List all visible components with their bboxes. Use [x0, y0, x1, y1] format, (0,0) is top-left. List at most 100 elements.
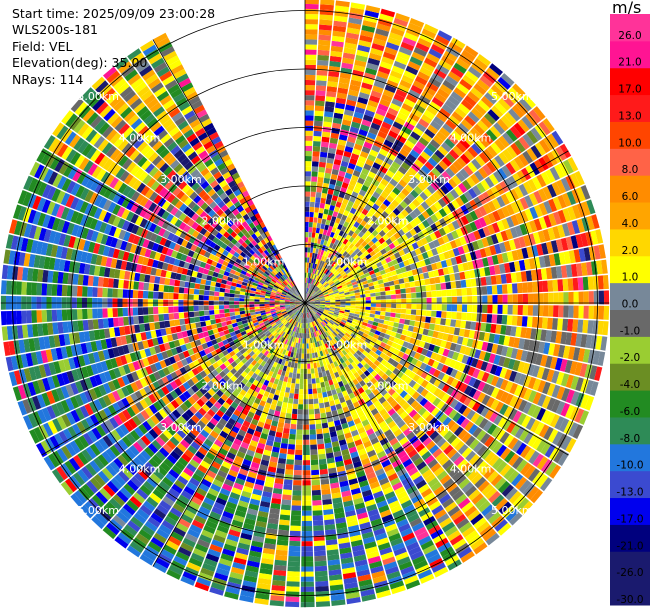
velocity-cell [364, 192, 372, 200]
velocity-cell [438, 107, 451, 119]
velocity-cell [407, 397, 416, 406]
velocity-cell [391, 199, 400, 208]
velocity-cell [380, 328, 387, 334]
velocity-cell [513, 260, 521, 272]
velocity-cell [476, 370, 485, 381]
velocity-cell [313, 217, 318, 223]
velocity-cell [379, 148, 389, 157]
velocity-cell [345, 104, 356, 112]
velocity-cell [427, 124, 439, 135]
velocity-cell [392, 367, 400, 376]
velocity-cell [394, 116, 406, 126]
velocity-cell [349, 158, 358, 165]
velocity-cell [396, 328, 403, 334]
velocity-cell [335, 304, 341, 307]
velocity-cell [579, 410, 589, 425]
velocity-cell [538, 424, 550, 438]
velocity-cell [332, 117, 343, 125]
velocity-cell [589, 381, 599, 396]
velocity-cell [322, 273, 327, 279]
velocity-cell [391, 326, 398, 333]
velocity-cell [531, 436, 543, 450]
velocity-cell [309, 300, 315, 302]
velocity-cell [339, 219, 345, 226]
velocity-cell [308, 388, 313, 395]
velocity-cell [572, 204, 581, 219]
velocity-cell [584, 395, 595, 411]
velocity-cell [364, 230, 372, 237]
velocity-cell [338, 277, 344, 282]
velocity-cell [406, 153, 417, 163]
velocity-cell [314, 560, 327, 567]
velocity-cell [318, 277, 323, 283]
velocity-cell [361, 234, 368, 241]
velocity-cell [437, 268, 445, 276]
velocity-cell [376, 261, 383, 268]
velocity-cell [321, 493, 332, 500]
velocity-cell [379, 287, 386, 292]
velocity-cell [292, 490, 302, 496]
velocity-cell [339, 77, 351, 85]
velocity-cell [560, 177, 571, 192]
velocity-cell [360, 247, 367, 254]
velocity-cell [311, 479, 321, 486]
velocity-cell [398, 323, 405, 329]
velocity-cell [305, 135, 313, 141]
velocity-cell [315, 303, 321, 305]
velocity-cell [350, 340, 357, 347]
velocity-cell [391, 65, 405, 75]
velocity-cell [382, 348, 389, 355]
velocity-cell [349, 257, 355, 264]
velocity-cell [316, 70, 328, 76]
velocity-cell [315, 269, 319, 275]
velocity-cell [402, 247, 410, 255]
velocity-cell [374, 314, 380, 319]
velocity-cell [334, 264, 340, 270]
velocity-cell [446, 296, 452, 304]
velocity-cell [308, 399, 314, 405]
velocity-cell [332, 276, 338, 282]
velocity-cell [594, 366, 603, 381]
velocity-cell [310, 303, 316, 305]
velocity-cell [478, 167, 489, 179]
velocity-cell [532, 453, 544, 468]
velocity-cell [518, 373, 527, 386]
velocity-cell [321, 261, 325, 267]
velocity-cell [314, 304, 320, 307]
velocity-cell [438, 208, 448, 218]
velocity-cell [331, 237, 337, 244]
velocity-cell [581, 201, 591, 216]
velocity-cell [430, 337, 438, 345]
velocity-cell [294, 363, 298, 369]
velocity-cell [454, 272, 461, 281]
velocity-cell [331, 168, 339, 176]
velocity-cell [305, 216, 309, 222]
velocity-cell [301, 556, 314, 562]
velocity-cell [309, 252, 313, 258]
velocity-cell [468, 454, 480, 466]
velocity-cell [314, 305, 320, 308]
velocity-cell [288, 550, 301, 557]
velocity-cell [377, 345, 385, 352]
velocity-cell [304, 363, 308, 369]
velocity-cell [435, 34, 450, 46]
velocity-cell [486, 385, 495, 396]
velocity-cell [401, 161, 411, 171]
velocity-cell [347, 200, 354, 208]
velocity-cell [517, 305, 523, 316]
velocity-cell [309, 305, 315, 308]
velocity-cell [324, 309, 330, 312]
velocity-cell [499, 180, 510, 193]
velocity-cell [311, 257, 314, 264]
velocity-cell [342, 244, 349, 251]
velocity-cell [375, 296, 381, 300]
velocity-cell [378, 222, 386, 230]
velocity-cell [320, 301, 326, 303]
velocity-cell [523, 259, 531, 270]
velocity-cell [347, 328, 354, 333]
velocity-cell [384, 46, 398, 56]
velocity-cell [347, 285, 354, 290]
velocity-cell [461, 119, 473, 131]
velocity-cell [325, 300, 331, 303]
velocity-cell [288, 545, 301, 552]
